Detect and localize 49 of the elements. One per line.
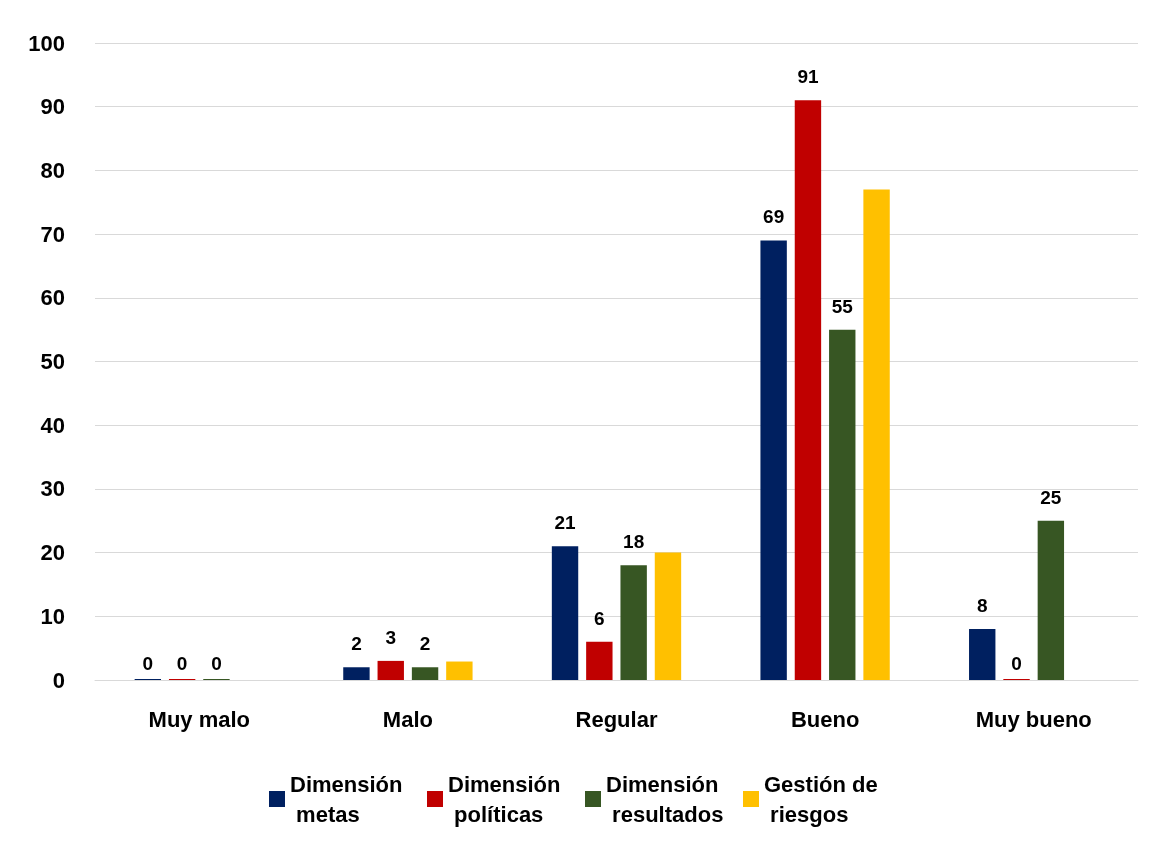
x-tick-label: Malo bbox=[382, 706, 433, 732]
y-tick-label: 90 bbox=[40, 94, 65, 120]
bar bbox=[446, 661, 473, 680]
legend-label: Dimensión políticas bbox=[448, 771, 561, 827]
bar bbox=[620, 565, 647, 680]
data-label: 0 bbox=[211, 653, 222, 674]
data-label: 3 bbox=[385, 626, 397, 648]
legend-label: Dimensión metas bbox=[290, 771, 403, 827]
y-tick-label: 100 bbox=[28, 30, 65, 56]
y-tick-label: 20 bbox=[40, 540, 65, 566]
y-tick-label: 80 bbox=[40, 157, 65, 183]
bar bbox=[1037, 520, 1065, 680]
data-label: 91 bbox=[797, 66, 819, 88]
y-tick-label: 70 bbox=[40, 221, 65, 247]
data-label: 6 bbox=[594, 607, 605, 629]
y-tick-label: 50 bbox=[40, 349, 65, 374]
data-label: 8 bbox=[976, 595, 988, 617]
bar bbox=[969, 629, 996, 680]
x-tick-label: Muy malo bbox=[148, 706, 251, 732]
x-tick-label: Regular bbox=[575, 706, 658, 732]
data-label: 69 bbox=[763, 206, 785, 228]
bar bbox=[377, 660, 404, 680]
bar bbox=[794, 100, 822, 680]
bar bbox=[411, 667, 439, 680]
bar bbox=[654, 552, 682, 680]
legend-label: Gestión de riesgos bbox=[764, 771, 878, 827]
data-label: 21 bbox=[554, 512, 577, 534]
bar bbox=[829, 329, 856, 680]
data-label: 0 bbox=[142, 653, 154, 674]
data-label: 55 bbox=[831, 295, 854, 317]
y-tick-label: 60 bbox=[40, 285, 65, 311]
y-tick-label: 10 bbox=[40, 603, 65, 629]
data-label: 0 bbox=[1011, 653, 1022, 674]
x-tick-label: Muy bueno bbox=[975, 706, 1092, 732]
data-label: 18 bbox=[623, 531, 645, 553]
y-tick-label: 40 bbox=[40, 412, 65, 438]
bar bbox=[343, 667, 370, 680]
bar bbox=[863, 189, 890, 680]
y-tick-label: 0 bbox=[52, 667, 65, 693]
data-label: 25 bbox=[1040, 486, 1062, 508]
y-tick-label: 30 bbox=[40, 476, 65, 502]
bar bbox=[586, 641, 613, 680]
legend-label: Dimensión resultados bbox=[606, 771, 724, 827]
x-tick-label: Bueno bbox=[790, 706, 860, 732]
bar bbox=[551, 546, 579, 680]
bar bbox=[760, 240, 787, 680]
data-label: 2 bbox=[351, 633, 362, 655]
data-label: 2 bbox=[419, 633, 431, 655]
data-label: 0 bbox=[176, 653, 188, 674]
